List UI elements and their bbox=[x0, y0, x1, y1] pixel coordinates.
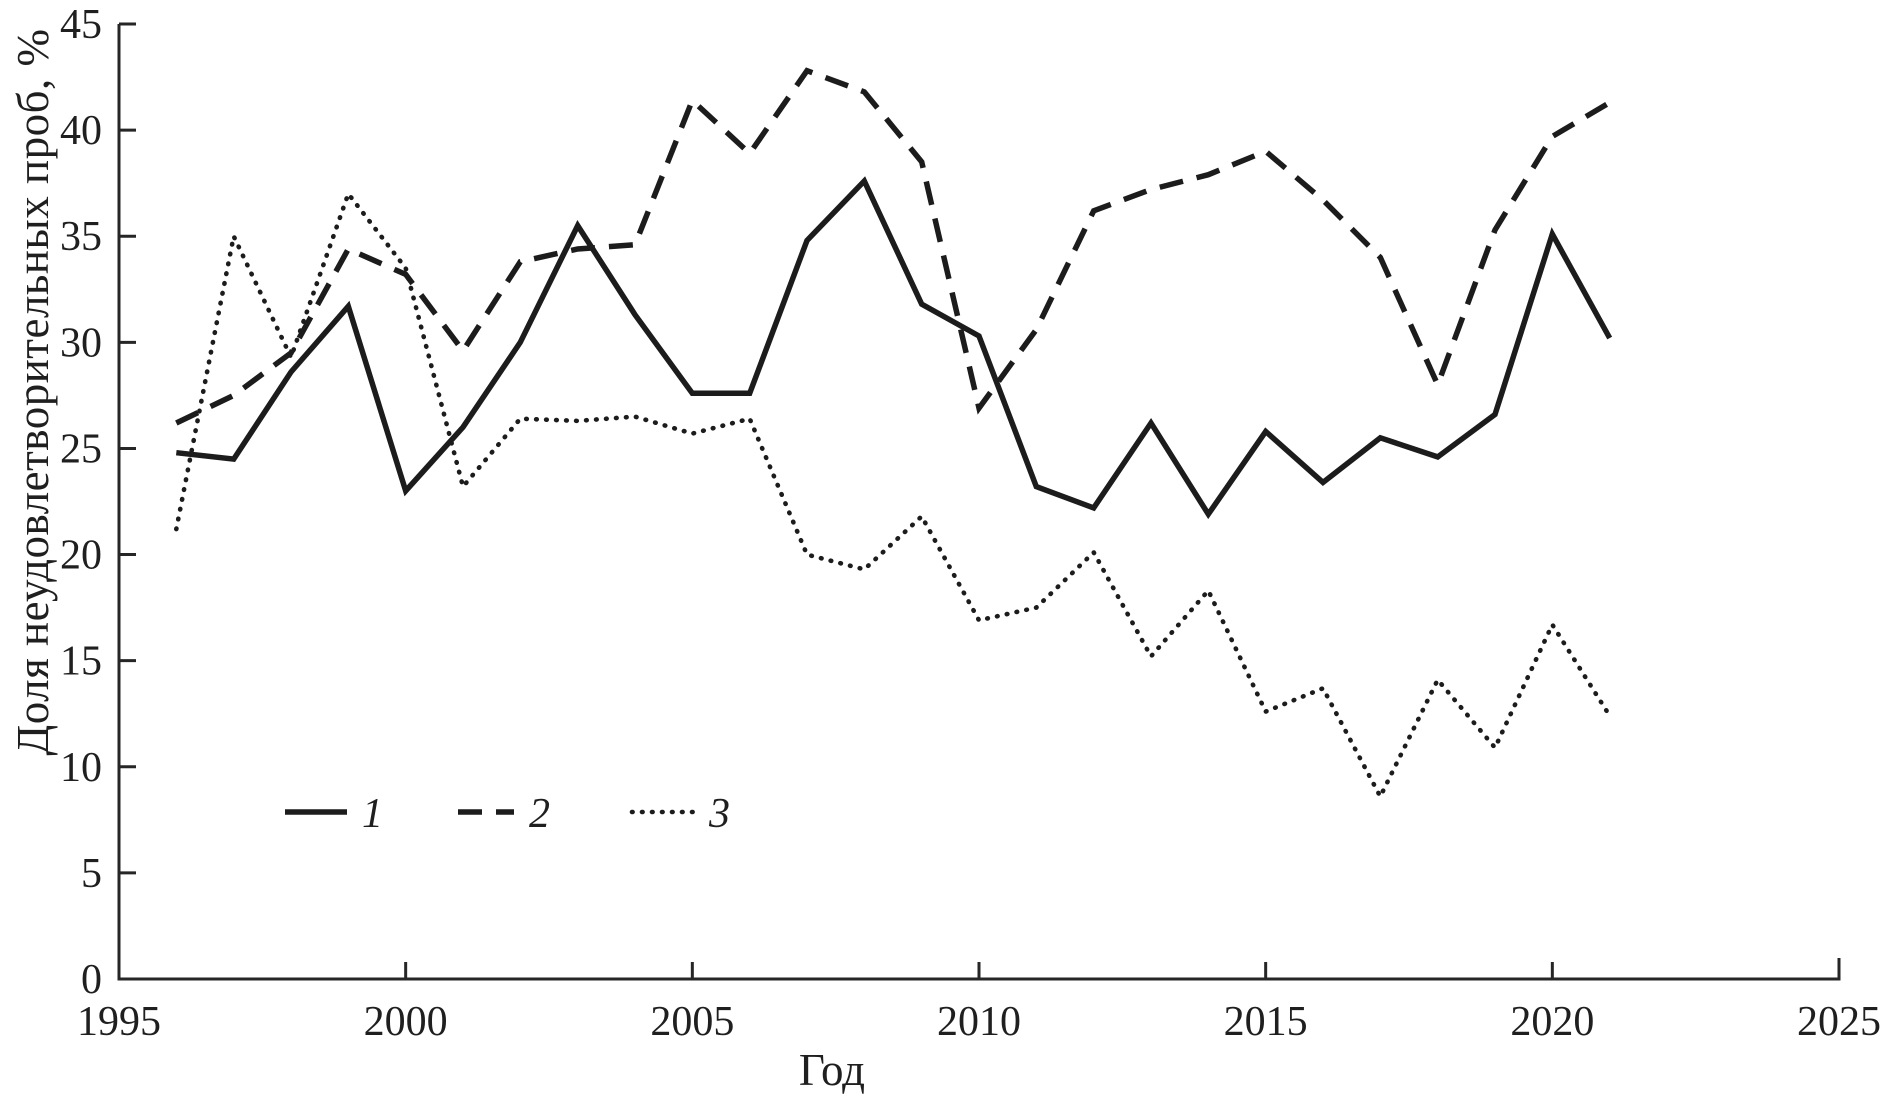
legend-label-3: 3 bbox=[708, 791, 730, 837]
y-tick-label: 20 bbox=[60, 533, 102, 579]
legend-label-1: 1 bbox=[362, 791, 383, 837]
y-tick-label: 30 bbox=[60, 320, 102, 366]
y-tick-label: 45 bbox=[60, 2, 102, 48]
y-tick-label: 40 bbox=[60, 108, 102, 154]
legend-label-2: 2 bbox=[529, 791, 550, 837]
y-tick-label: 35 bbox=[60, 214, 102, 260]
x-tick-label: 2020 bbox=[1510, 999, 1594, 1045]
series-3-line bbox=[174, 189, 1612, 802]
x-tick-label: 1995 bbox=[77, 999, 161, 1045]
y-tick-label: 5 bbox=[81, 851, 102, 897]
y-tick-label: 0 bbox=[81, 957, 102, 1003]
y-tick-label: 25 bbox=[60, 426, 102, 472]
series-2-line bbox=[175, 67, 1612, 426]
series-1-line bbox=[175, 176, 1613, 520]
x-tick-label: 2015 bbox=[1224, 999, 1308, 1045]
x-tick-label: 2010 bbox=[937, 999, 1021, 1045]
x-tick-label: 2000 bbox=[364, 999, 448, 1045]
y-tick-label: 15 bbox=[60, 639, 102, 685]
y-axis-title: Доля неудовлетворительных проб, % bbox=[8, 28, 58, 756]
y-tick-label: 10 bbox=[60, 745, 102, 791]
x-tick-label: 2005 bbox=[650, 999, 734, 1045]
x-axis-title: Год bbox=[798, 1045, 866, 1095]
x-tick-label: 2025 bbox=[1797, 999, 1880, 1045]
